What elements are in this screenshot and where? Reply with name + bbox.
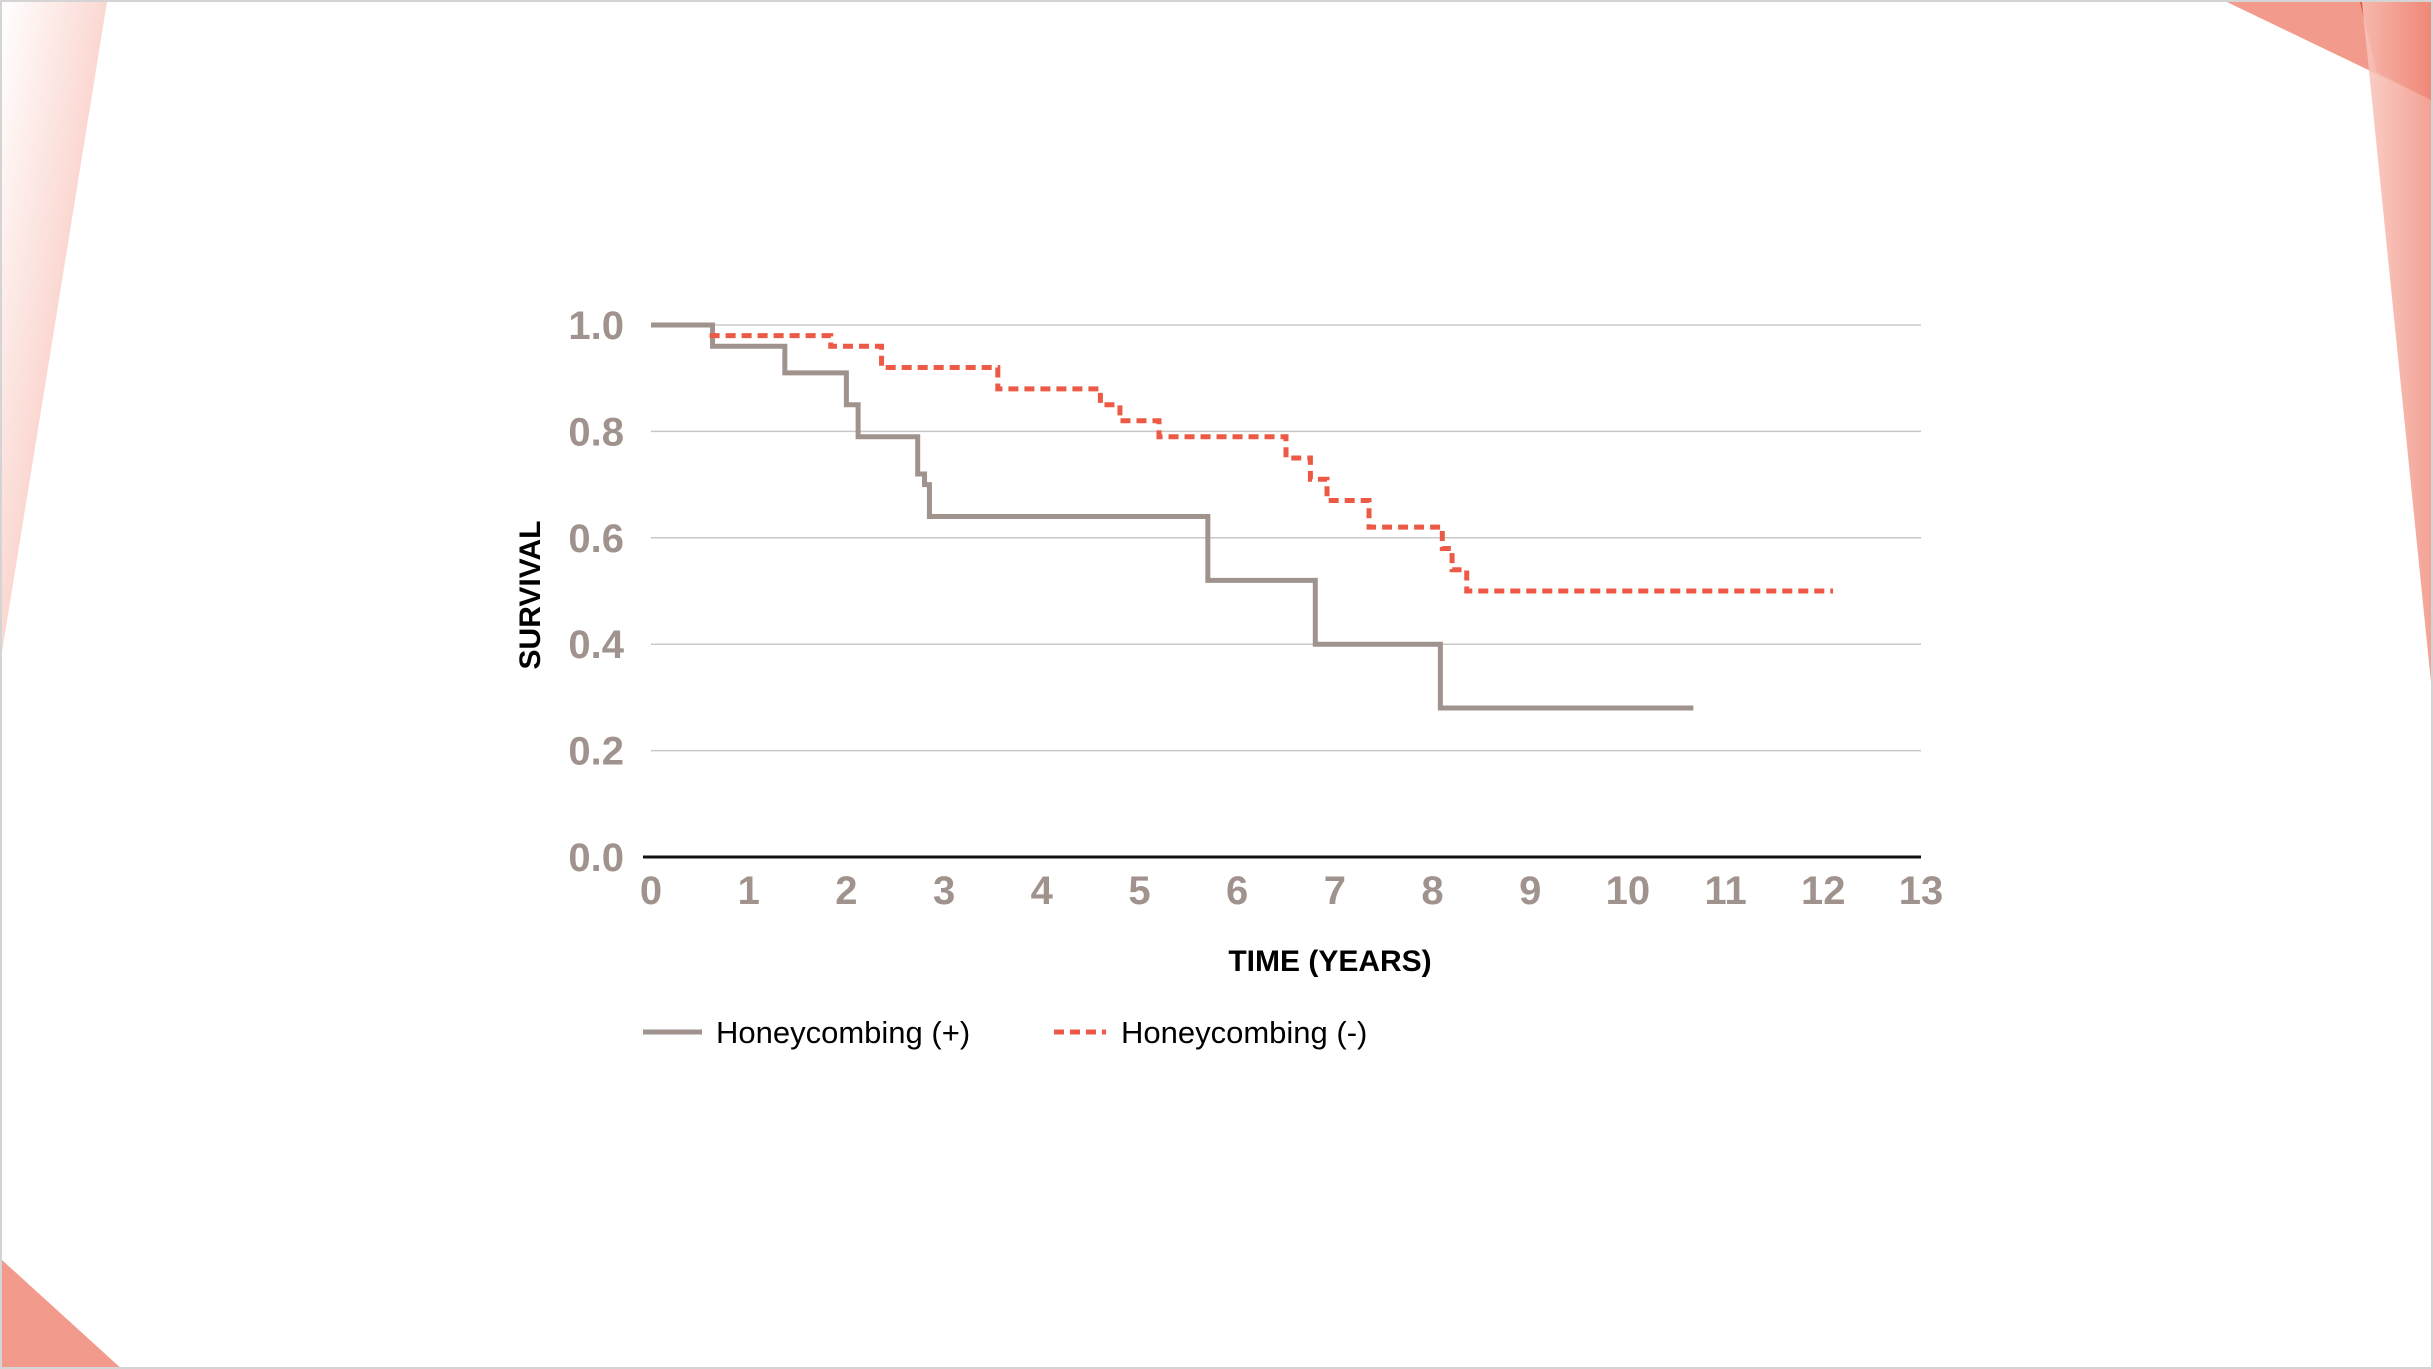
legend: Honeycombing (+) Honeycombing (-) [643, 1015, 1367, 1050]
x-tick-label: 10 [1606, 869, 1651, 913]
y-tick-label: 0.2 [568, 730, 624, 774]
x-tick-label: 0 [640, 869, 662, 913]
legend-label-honeycombing-negative: Honeycombing (-) [1121, 1015, 1367, 1050]
y-tick-label: 0.0 [568, 836, 624, 880]
x-tick-label: 11 [1704, 869, 1746, 913]
x-axis-title: TIME (YEARS) [1228, 945, 1431, 978]
series-layer [651, 322, 1834, 711]
y-axis-title: SURVIVAL [514, 521, 547, 670]
x-tick-label: 8 [1421, 869, 1443, 913]
y-tick-labels: 0.0 0.2 0.4 0.6 0.8 1.0 [568, 304, 624, 880]
x-tick-label: 9 [1519, 869, 1541, 913]
x-tick-label: 12 [1801, 869, 1846, 913]
series-line-honeycombing-positive [651, 322, 1694, 711]
x-tick-label: 5 [1128, 869, 1150, 913]
y-tick-label: 0.4 [568, 623, 624, 667]
x-tick-label: 2 [835, 869, 857, 913]
x-tick-label: 4 [1031, 869, 1054, 913]
y-tick-label: 1.0 [568, 304, 624, 348]
series-line-honeycombing-negative [709, 333, 1834, 594]
x-tick-label: 7 [1324, 869, 1346, 913]
y-tick-label: 0.8 [568, 410, 624, 454]
legend-label-honeycombing-positive: Honeycombing (+) [716, 1015, 970, 1050]
x-tick-label: 1 [738, 869, 760, 913]
x-tick-label: 3 [933, 869, 955, 913]
x-tick-labels: 0 1 2 3 4 5 6 7 8 9 10 11 12 13 [640, 869, 1943, 913]
x-tick-label: 6 [1226, 869, 1248, 913]
y-tick-label: 0.6 [568, 517, 624, 561]
x-tick-label: 13 [1899, 869, 1944, 913]
deco-bottomleft-shard [2, 1260, 120, 1367]
grid-layer [643, 324, 1921, 859]
deco-left-shard [2, 2, 107, 652]
deco-right-shard [2362, 2, 2431, 683]
